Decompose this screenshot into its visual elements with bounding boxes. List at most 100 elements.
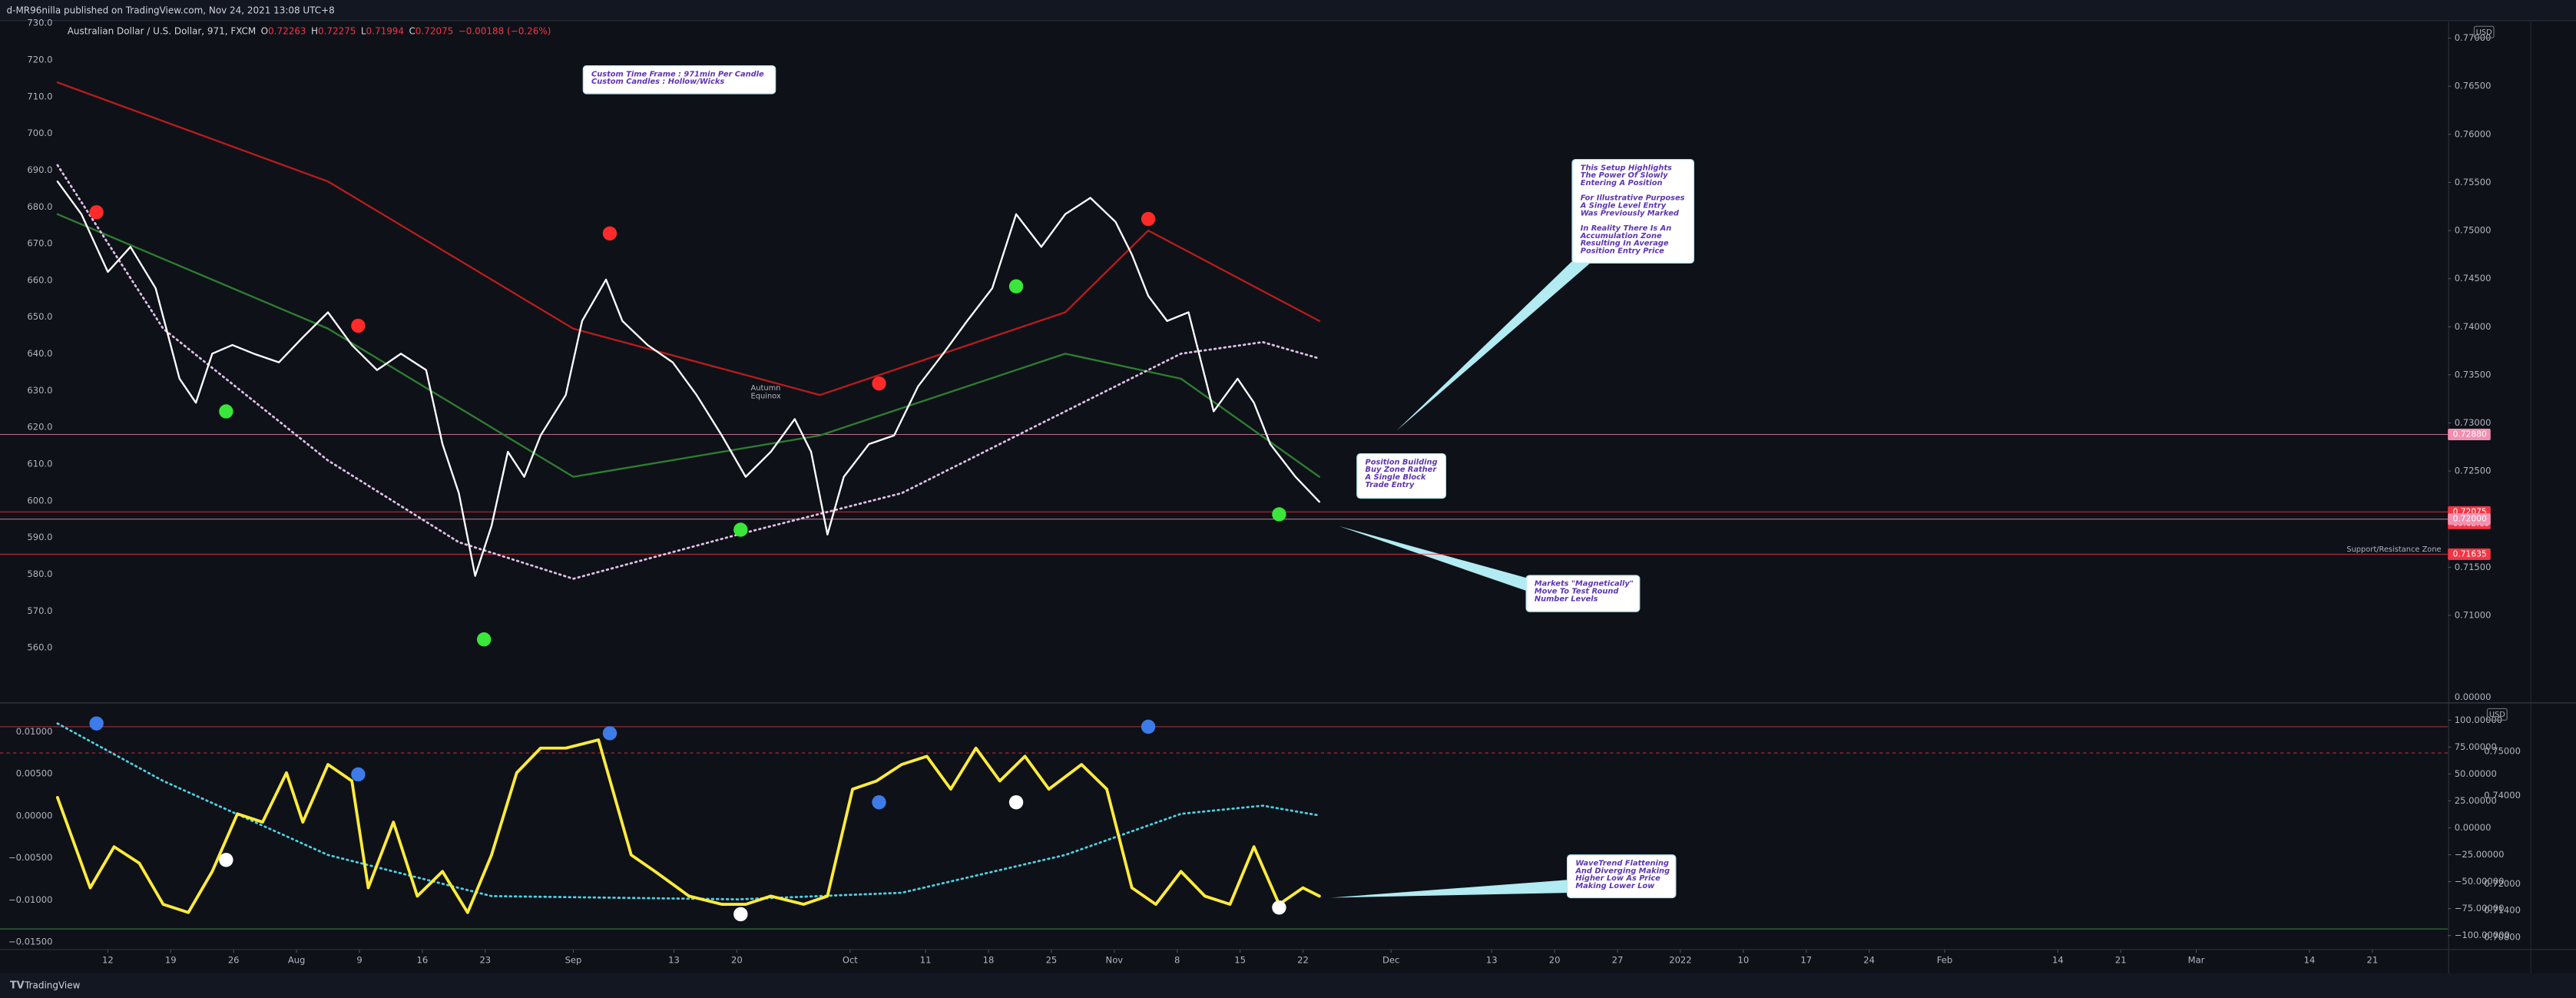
y2-tick-label: 680.0 bbox=[27, 201, 52, 212]
y-tick-label: 0.76000 bbox=[2455, 128, 2492, 139]
note-text: The Power Of Slowly bbox=[1581, 171, 1668, 180]
level-tag bbox=[2448, 513, 2491, 526]
note-text: Trade Entry bbox=[1366, 481, 1415, 489]
note-text: Entering A Position bbox=[1581, 179, 1663, 187]
publish-bar bbox=[0, 0, 2576, 20]
x-tick-label: 21 bbox=[2115, 954, 2127, 965]
note-text: Position Entry Price bbox=[1581, 247, 1664, 256]
quote-change: −0.00188 (−0.26%) bbox=[459, 25, 551, 36]
event-label: Autumn bbox=[751, 384, 781, 393]
x-tick-label: 21 bbox=[2367, 954, 2379, 965]
y-tick-label: 0.75000 bbox=[2455, 225, 2492, 236]
signal-dot bbox=[89, 716, 104, 731]
y2-tick-label: 580.0 bbox=[27, 569, 52, 579]
x-tick-label: 22 bbox=[1297, 954, 1309, 965]
note-text: This Setup Highlights bbox=[1581, 164, 1672, 172]
signal-dot bbox=[1008, 795, 1024, 810]
y2-tick-label: 570.0 bbox=[27, 605, 52, 616]
x-tick-label: 10 bbox=[1737, 954, 1749, 965]
y3-tick-label: 0.71400 bbox=[2484, 905, 2521, 916]
y2-tick-label: 660.0 bbox=[27, 274, 52, 285]
note-box bbox=[1525, 575, 1641, 612]
note-text: Custom Time Frame : 971min Per Candle bbox=[591, 70, 764, 78]
y2-tick-label: 560.0 bbox=[27, 642, 52, 653]
note-text: Position Building bbox=[1366, 458, 1438, 466]
signal-dot bbox=[89, 205, 104, 220]
y-tick-label: 100.00000 bbox=[2455, 715, 2502, 725]
signal-dot bbox=[602, 226, 618, 241]
callout-pointer bbox=[1339, 526, 1530, 592]
x-tick-label: Feb bbox=[1937, 954, 1952, 965]
y2-tick-label: 690.0 bbox=[27, 164, 52, 175]
currency-box bbox=[2473, 25, 2495, 38]
x-tick-label: 26 bbox=[228, 954, 240, 965]
x-tick-label: 2022 bbox=[1669, 954, 1691, 965]
note-text: For Illustrative Purposes bbox=[1581, 194, 1685, 203]
note-text: WaveTrend Flattening bbox=[1575, 860, 1669, 868]
y-tick-label: −50.00000 bbox=[2455, 876, 2505, 887]
y-tick-label: 0.72500 bbox=[2455, 466, 2492, 476]
x-tick-label: Aug bbox=[288, 954, 306, 965]
y2-tick-label: 610.0 bbox=[27, 459, 52, 469]
quote-key: L bbox=[361, 25, 366, 36]
series-line bbox=[56, 213, 1321, 478]
y-tick-label: 75.00000 bbox=[2455, 741, 2497, 752]
series-line bbox=[55, 738, 1321, 914]
publisher: d-MR96nilla published on TradingView.com… bbox=[7, 5, 335, 15]
x-tick-label: 12 bbox=[102, 954, 114, 965]
x-tick-label: 13 bbox=[1486, 954, 1498, 965]
level-label: 0.72880 bbox=[2453, 429, 2487, 439]
y2-tick-label: −0.01000 bbox=[8, 894, 52, 905]
signal-dot bbox=[219, 853, 233, 867]
y2-tick-label: 630.0 bbox=[27, 385, 52, 396]
y-tick-label: 0.74000 bbox=[2455, 321, 2492, 332]
signal-dot bbox=[733, 907, 748, 922]
y-tick-label: 0.73000 bbox=[2455, 417, 2492, 428]
note-text: Was Previously Marked bbox=[1581, 209, 1680, 217]
x-tick-label: Sep bbox=[565, 954, 582, 965]
x-tick-label: Mar bbox=[2188, 954, 2205, 965]
y-tick-label: −75.00000 bbox=[2455, 903, 2505, 913]
x-tick-label: 17 bbox=[1800, 954, 1812, 965]
note-text: A Single Level Entry bbox=[1580, 202, 1667, 211]
y-tick-label: 25.00000 bbox=[2455, 795, 2497, 806]
x-tick-label: 18 bbox=[983, 954, 995, 965]
y2-tick-label: 600.0 bbox=[27, 495, 52, 506]
level-tag bbox=[2448, 429, 2491, 441]
symbol: Australian Dollar / U.S. Dollar, 971, FX… bbox=[68, 25, 257, 36]
signal-dot bbox=[872, 795, 886, 810]
symbol-line: Australian Dollar / U.S. Dollar, 971, FX… bbox=[68, 25, 551, 36]
series-line bbox=[56, 181, 1321, 577]
x-tick-label: 20 bbox=[1549, 954, 1561, 965]
signal-dot bbox=[1272, 507, 1286, 522]
quote-key: O bbox=[261, 25, 268, 36]
signal-dot bbox=[733, 522, 748, 537]
signal-dot bbox=[1141, 719, 1156, 734]
volume-tick-label: 0.00000 bbox=[2455, 691, 2492, 702]
y-tick-label: 0.74500 bbox=[2455, 273, 2492, 283]
note-text: Move To Test Round bbox=[1535, 588, 1620, 596]
x-tick-label: Nov bbox=[1106, 954, 1124, 965]
note-text: Markets "Magnetically" bbox=[1535, 580, 1634, 589]
tv-logo: TV bbox=[10, 980, 25, 991]
signal-dot bbox=[1272, 900, 1286, 915]
quote-key: C bbox=[409, 25, 415, 36]
x-tick-label: 24 bbox=[1863, 954, 1875, 965]
y-tick-label: 0.71500 bbox=[2455, 562, 2492, 572]
quote-value: 0.71994 bbox=[366, 25, 404, 36]
x-tick-label: 16 bbox=[417, 954, 429, 965]
level-label: 0.72000 bbox=[2453, 514, 2487, 524]
y-tick-label: −25.00000 bbox=[2455, 849, 2505, 860]
y2-tick-label: 590.0 bbox=[27, 532, 52, 542]
y-tick-label: 0.75500 bbox=[2455, 177, 2492, 187]
note-text: Making Lower Low bbox=[1575, 882, 1655, 890]
y2-tick-label: 730.0 bbox=[27, 18, 52, 28]
y3-tick-label: 0.72000 bbox=[2484, 878, 2521, 889]
x-tick-label: 8 bbox=[1174, 954, 1180, 965]
y3-tick-label: 0.70800 bbox=[2484, 931, 2521, 942]
y-tick-label: 50.00000 bbox=[2455, 768, 2497, 779]
note-text: Buy Zone Rather bbox=[1366, 466, 1438, 474]
series-line bbox=[56, 164, 1321, 580]
series-line bbox=[56, 81, 1321, 396]
